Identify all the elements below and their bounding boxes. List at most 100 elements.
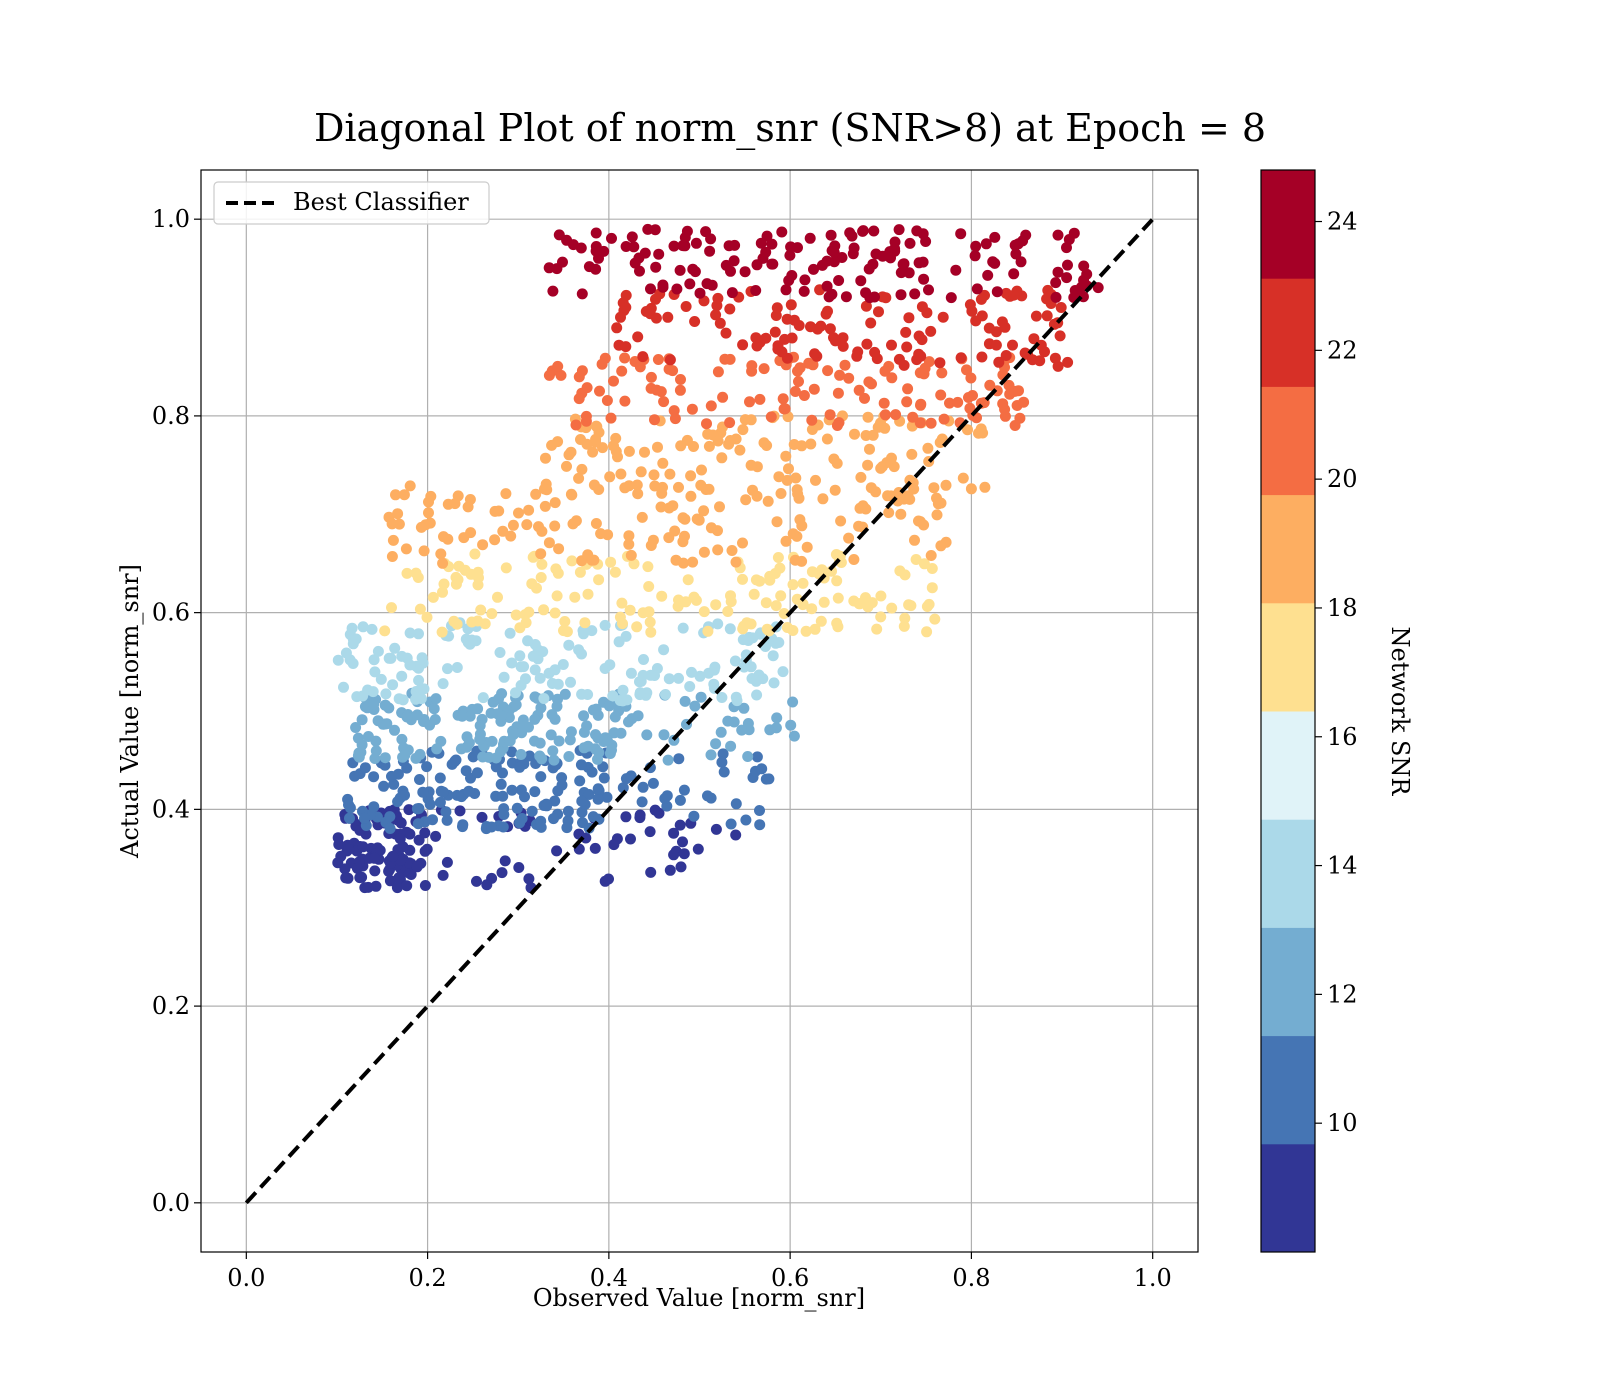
scatter-point xyxy=(368,801,380,813)
scatter-point xyxy=(1020,229,1032,241)
scatter-point xyxy=(413,674,425,686)
scatter-point xyxy=(921,601,933,612)
scatter-point xyxy=(909,288,921,300)
scatter-point xyxy=(573,472,585,484)
scatter-point xyxy=(1050,291,1062,303)
scatter-point xyxy=(875,611,887,623)
scatter-point xyxy=(976,351,988,363)
scatter-point xyxy=(821,433,833,445)
scatter-point xyxy=(520,617,532,629)
scatter-point xyxy=(831,420,843,431)
scatter-point xyxy=(506,657,518,669)
scatter-point xyxy=(980,238,992,250)
colorbar-frame xyxy=(1260,169,1316,1253)
scatter-point xyxy=(853,384,865,396)
scatter-point xyxy=(603,873,614,885)
scatter-point xyxy=(955,352,967,364)
scatter-point xyxy=(553,735,565,747)
scatter-point xyxy=(380,688,392,700)
scatter-point xyxy=(466,634,478,646)
scatter-point xyxy=(653,807,665,819)
scatter-point xyxy=(712,292,724,304)
scatter-point xyxy=(862,411,874,423)
scatter-point xyxy=(498,671,510,683)
scatter-point xyxy=(595,528,607,540)
scatter-point xyxy=(921,626,933,638)
scatter-point xyxy=(578,726,590,738)
scatter-point xyxy=(649,480,661,492)
scatter-point xyxy=(764,724,776,736)
scatter-point xyxy=(909,534,920,546)
scatter-point xyxy=(756,763,768,775)
scatter-point xyxy=(440,806,452,818)
scatter-point xyxy=(641,729,653,741)
scatter-point xyxy=(492,708,504,720)
scatter-point xyxy=(806,424,818,435)
scatter-point xyxy=(915,350,927,362)
scatter-point xyxy=(623,538,635,550)
scatter-point xyxy=(489,534,501,546)
scatter-point xyxy=(724,623,736,635)
scatter-point xyxy=(677,536,689,548)
scatter-point xyxy=(424,798,436,810)
scatter-point xyxy=(937,311,949,323)
scatter-point xyxy=(725,740,737,752)
scatter-point xyxy=(913,257,925,269)
scatter-point xyxy=(754,819,766,831)
scatter-point xyxy=(583,789,595,800)
scatter-point xyxy=(944,397,955,409)
scatter-point xyxy=(777,393,789,405)
scatter-point xyxy=(553,543,565,555)
scatter-point xyxy=(742,718,754,729)
scatter-point xyxy=(730,798,742,810)
scatter-point xyxy=(746,360,758,372)
scatter-point xyxy=(632,331,644,343)
scatter-point xyxy=(788,730,800,742)
scatter-point xyxy=(680,596,692,608)
scatter-point xyxy=(668,405,680,417)
scatter-point xyxy=(903,312,915,324)
scatter-point xyxy=(737,623,749,635)
scatter-point xyxy=(546,709,558,721)
scatter-point xyxy=(642,561,654,573)
scatter-point xyxy=(497,821,509,833)
scatter-point xyxy=(369,753,381,764)
scatter-point xyxy=(734,444,746,456)
scatter-point xyxy=(829,240,841,252)
scatter-point xyxy=(869,291,880,303)
scatter-point xyxy=(685,470,697,482)
scatter-point xyxy=(369,666,381,678)
scatter-point xyxy=(678,848,690,860)
scatter-point xyxy=(668,849,680,861)
scatter-point xyxy=(543,537,555,549)
scatter-point xyxy=(414,603,426,615)
scatter-point xyxy=(720,327,732,339)
scatter-point xyxy=(748,588,760,600)
scatter-point xyxy=(645,866,657,878)
scatter-point xyxy=(907,411,919,423)
scatter-point xyxy=(344,812,355,824)
colorbar-band xyxy=(1261,278,1315,387)
scatter-point xyxy=(1062,259,1073,271)
scatter-point xyxy=(859,392,870,404)
scatter-point xyxy=(1010,248,1022,260)
scatter-point xyxy=(1019,347,1031,359)
scatter-point xyxy=(617,782,629,794)
scatter-point xyxy=(421,611,433,623)
scatter-point xyxy=(421,761,433,773)
scatter-point xyxy=(883,507,895,519)
scatter-point xyxy=(368,698,380,710)
scatter-point xyxy=(608,375,619,387)
colorbar-tick-label: 14 xyxy=(1327,852,1358,880)
scatter-point xyxy=(690,594,702,606)
scatter-point xyxy=(474,728,486,740)
scatter-point xyxy=(357,841,369,853)
scatter-point xyxy=(424,719,436,731)
scatter-point xyxy=(332,832,344,844)
scatter-point xyxy=(991,286,1003,298)
scatter-point xyxy=(722,606,734,617)
scatter-point xyxy=(386,602,397,614)
scatter-point xyxy=(671,283,683,295)
scatter-point xyxy=(604,748,616,759)
scatter-point xyxy=(619,395,631,407)
